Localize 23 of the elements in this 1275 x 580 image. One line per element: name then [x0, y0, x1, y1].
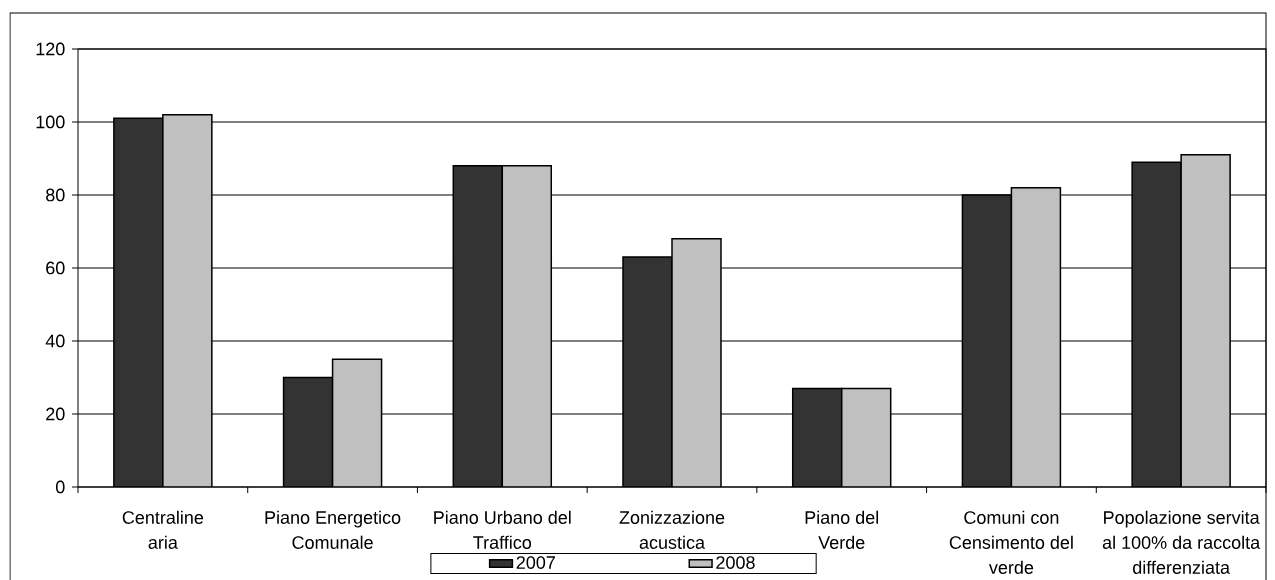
y-tick-label: 40 — [45, 334, 65, 348]
bar — [452, 165, 504, 487]
x-tick-label: Piano Urbano del Traffico — [434, 510, 571, 549]
y-tick-label: 80 — [46, 188, 65, 202]
bar — [961, 194, 1013, 487]
y-tick-label: 60 — [46, 261, 65, 275]
x-tick-label: Centraline aria — [122, 510, 204, 549]
x-tick-label: Piano Energetico Comunale — [265, 510, 401, 549]
legend-label: 2007 — [516, 556, 555, 569]
bar — [113, 117, 164, 487]
y-tick-label: 20 — [46, 407, 65, 421]
y-tick-label: 120 — [36, 42, 65, 56]
x-tick-label: Zonizzazione acustica — [619, 510, 725, 549]
y-tick-label: 0 — [56, 480, 65, 494]
y-tick-label: 100 — [36, 115, 65, 129]
legend-label: 2008 — [716, 556, 755, 569]
bar — [282, 376, 334, 487]
bar — [622, 256, 673, 487]
x-tick-label: Comuni con Censimento del verde — [949, 510, 1073, 574]
x-tick-label: Piano del Verde — [805, 510, 879, 549]
bar — [1131, 161, 1182, 487]
bar — [791, 387, 843, 487]
x-tick-label: Popolazione servita al 100% da raccolta differenziata — [1102, 510, 1261, 574]
